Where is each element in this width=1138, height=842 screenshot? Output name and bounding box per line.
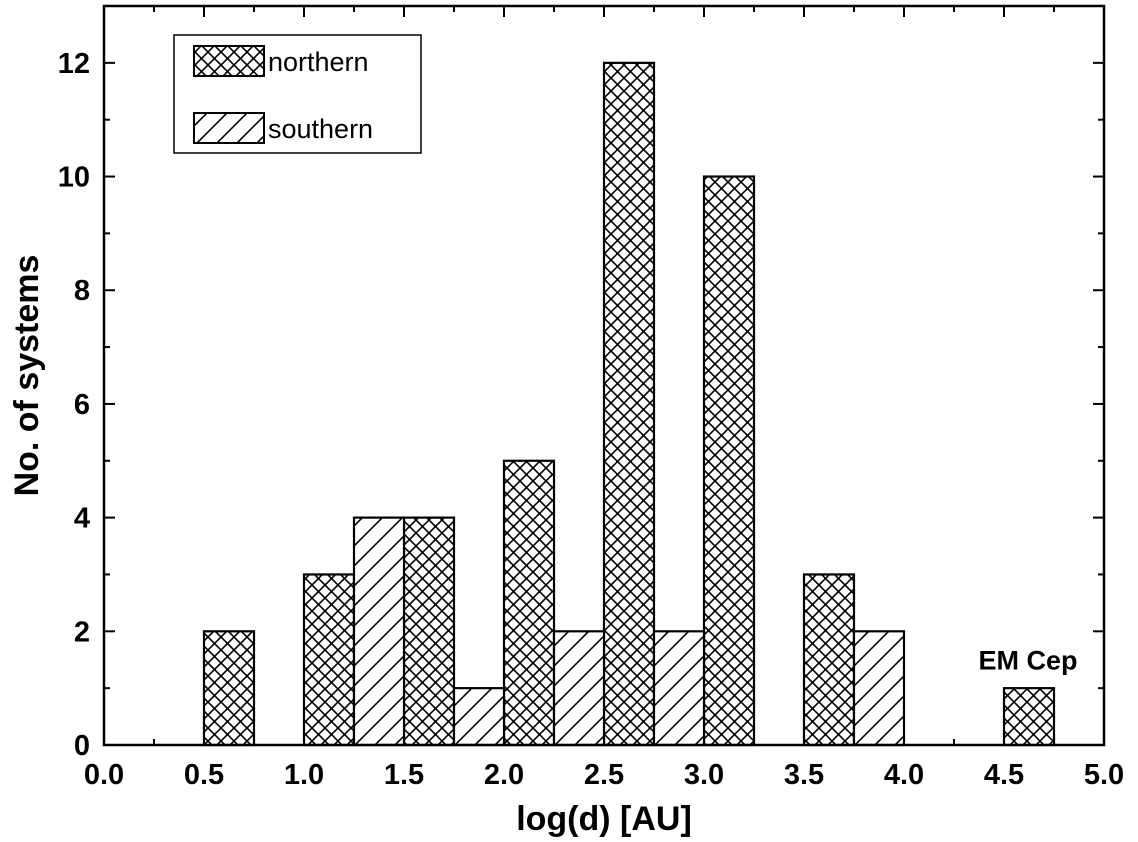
legend: northern southern bbox=[173, 34, 422, 154]
y-tick-label: 6 bbox=[74, 389, 90, 421]
bars-layer bbox=[202, 61, 1056, 747]
bar-southern-0 bbox=[352, 516, 406, 747]
x-tick-label: 0.5 bbox=[184, 759, 224, 791]
y-axis-title: No. of systems bbox=[8, 255, 46, 497]
y-tick-label: 0 bbox=[74, 730, 90, 762]
ticks-layer bbox=[103, 6, 1105, 746]
bar-northern-5 bbox=[702, 175, 756, 747]
bar-southern-4 bbox=[852, 630, 906, 747]
tick-labels-layer: 0.0 0.5 1.0 1.5 2.0 2.5 3.0 3.5 4.0 4.5 5.0 0 2 4 6 8 10… bbox=[58, 48, 1124, 791]
x-tick-label: 1.5 bbox=[384, 759, 424, 791]
bar-southern-1 bbox=[452, 687, 506, 747]
bar-northern-7 bbox=[1002, 687, 1056, 747]
bar-northern-1 bbox=[302, 573, 356, 747]
x-tick-label: 2.5 bbox=[584, 759, 624, 791]
x-tick-label: 1.0 bbox=[284, 759, 324, 791]
y-tick-label: 2 bbox=[74, 616, 90, 648]
bar-northern-3 bbox=[502, 459, 556, 747]
x-tick-label: 5.0 bbox=[1084, 759, 1124, 791]
x-tick-label: 3.5 bbox=[784, 759, 824, 791]
legend-label-southern: southern bbox=[268, 114, 373, 144]
x-tick-label: 4.0 bbox=[884, 759, 924, 791]
y-tick-label: 12 bbox=[58, 48, 90, 80]
legend-label-northern: northern bbox=[268, 47, 369, 77]
y-tick-label: 8 bbox=[74, 275, 90, 307]
x-tick-label: 4.5 bbox=[984, 759, 1024, 791]
x-tick-label: 3.0 bbox=[684, 759, 724, 791]
annotation-em-cep: EM Cep bbox=[978, 646, 1077, 676]
bar-northern-0 bbox=[202, 630, 256, 747]
bar-northern-6 bbox=[802, 573, 856, 747]
bar-northern-2 bbox=[402, 516, 456, 747]
x-axis-title: log(d) [AU] bbox=[516, 800, 692, 838]
x-tick-label: 0.0 bbox=[84, 759, 124, 791]
legend-swatch-northern bbox=[193, 45, 265, 77]
bar-southern-3 bbox=[652, 630, 706, 747]
bar-northern-4 bbox=[602, 61, 656, 747]
y-tick-label: 4 bbox=[74, 503, 90, 535]
x-tick-label: 2.0 bbox=[484, 759, 524, 791]
legend-swatch-southern bbox=[193, 112, 265, 144]
bar-southern-2 bbox=[552, 630, 606, 747]
y-tick-label: 10 bbox=[58, 162, 90, 194]
